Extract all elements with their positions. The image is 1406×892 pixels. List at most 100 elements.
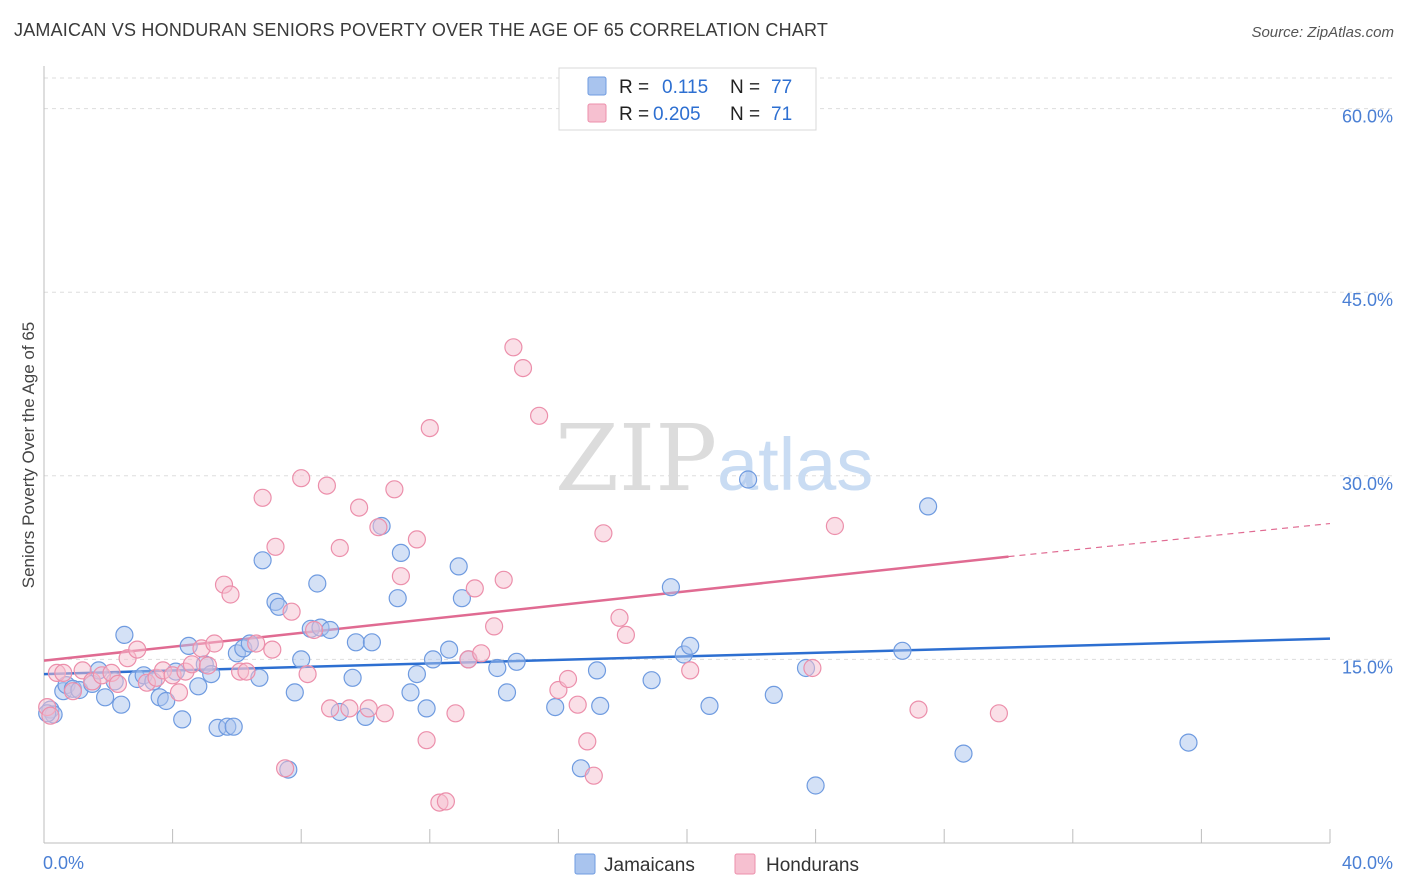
- legend-n-value-hondurans: 71: [771, 104, 792, 125]
- x-tick-label-min: 0.0%: [43, 853, 84, 873]
- point-hondurans: [568, 695, 587, 714]
- point-jamaicans: [642, 671, 661, 690]
- point-jamaicans: [806, 776, 825, 795]
- point-jamaicans: [591, 696, 610, 716]
- point-jamaicans: [346, 633, 365, 652]
- point-jamaicans: [440, 640, 459, 659]
- source-label: Source: ZipAtlas.com: [1251, 24, 1394, 41]
- legend-r-label-hondurans: R =: [619, 104, 649, 125]
- point-hondurans: [340, 699, 359, 718]
- point-jamaicans: [173, 710, 192, 729]
- point-hondurans: [247, 634, 266, 653]
- y-tick-label: 45.0%: [1342, 290, 1393, 310]
- point-hondurans: [330, 538, 349, 558]
- point-jamaicans: [407, 664, 426, 684]
- point-hondurans: [494, 570, 513, 589]
- point-hondurans: [485, 617, 504, 636]
- point-hondurans: [350, 498, 369, 517]
- point-jamaicans: [388, 589, 407, 608]
- point-jamaicans: [157, 691, 176, 711]
- point-hondurans: [237, 662, 256, 681]
- point-hondurans: [578, 732, 597, 751]
- point-hondurans: [417, 731, 436, 750]
- point-jamaicans: [587, 661, 607, 680]
- point-hondurans: [504, 338, 523, 357]
- point-jamaicans: [362, 633, 381, 652]
- point-jamaicans: [507, 652, 526, 671]
- point-jamaicans: [661, 578, 681, 597]
- point-jamaicans: [321, 620, 340, 640]
- bottom-legend: Jamaicans Hondurans: [574, 853, 859, 876]
- point-jamaicans: [253, 551, 272, 570]
- watermark-atlas: atlas: [717, 423, 873, 506]
- point-hondurans: [282, 602, 301, 621]
- point-hondurans: [266, 537, 285, 556]
- point-jamaicans: [112, 695, 131, 714]
- point-hondurans: [407, 530, 426, 549]
- y-tick-label: 60.0%: [1342, 107, 1393, 127]
- point-jamaicans: [189, 677, 208, 696]
- point-jamaicans: [417, 699, 436, 718]
- point-jamaicans: [954, 744, 973, 763]
- point-jamaicans: [497, 683, 517, 702]
- legend-n-label-jamaicans: N =: [730, 77, 760, 98]
- point-hondurans: [263, 640, 282, 659]
- point-hondurans: [909, 700, 928, 719]
- point-hondurans: [108, 674, 128, 694]
- point-jamaicans: [700, 696, 719, 716]
- point-jamaicans: [95, 688, 115, 707]
- point-jamaicans: [343, 668, 362, 687]
- bottom-legend-swatch-jamaicans: [574, 853, 596, 875]
- point-hondurans: [317, 476, 336, 495]
- point-hondurans: [54, 663, 73, 683]
- data-points: [38, 338, 1198, 812]
- point-jamaicans: [546, 697, 565, 717]
- point-hondurans: [513, 359, 533, 378]
- legend-r-value-jamaicans: 0.115: [662, 77, 708, 98]
- bottom-legend-label-hondurans: Hondurans: [766, 855, 859, 876]
- point-hondurans: [321, 699, 340, 718]
- legend-swatch-jamaicans: [587, 76, 607, 96]
- point-hondurans: [169, 683, 189, 702]
- legend-swatch-hondurans: [587, 103, 607, 123]
- point-jamaicans: [423, 650, 443, 669]
- legend-r-label-jamaicans: R =: [619, 77, 649, 98]
- point-hondurans: [276, 759, 295, 778]
- point-hondurans: [198, 656, 218, 675]
- point-hondurans: [989, 704, 1009, 723]
- y-axis-label: Seniors Poverty Over the Age of 65: [19, 322, 38, 588]
- legend: R = 0.115 N = 77 R = 0.205 N = 71: [558, 67, 817, 131]
- point-jamaicans: [452, 589, 471, 608]
- point-hondurans: [825, 516, 845, 536]
- point-hondurans: [221, 585, 240, 604]
- point-jamaicans: [488, 658, 507, 678]
- axes: 0.0% 40.0%: [43, 66, 1393, 873]
- point-jamaicans: [764, 685, 783, 705]
- point-hondurans: [465, 579, 484, 598]
- y-tick-label: 15.0%: [1342, 657, 1393, 677]
- point-hondurans: [610, 608, 629, 627]
- point-jamaicans: [918, 497, 938, 516]
- point-hondurans: [182, 655, 201, 674]
- legend-r-value-hondurans: 0.205: [653, 104, 701, 125]
- point-hondurans: [375, 704, 394, 723]
- point-hondurans: [446, 704, 465, 723]
- point-jamaicans: [224, 717, 243, 736]
- point-hondurans: [594, 524, 613, 543]
- point-jamaicans: [449, 557, 468, 576]
- point-hondurans: [803, 658, 822, 678]
- point-hondurans: [253, 488, 272, 507]
- watermark-zip: ZIP: [555, 405, 717, 512]
- x-tick-label-max: 40.0%: [1342, 853, 1393, 873]
- point-hondurans: [298, 664, 317, 684]
- point-jamaicans: [681, 636, 700, 656]
- point-jamaicans: [115, 625, 134, 645]
- point-jamaicans: [893, 641, 912, 660]
- bottom-legend-swatch-hondurans: [734, 853, 756, 875]
- point-hondurans: [420, 419, 439, 438]
- point-jamaicans: [1179, 733, 1198, 752]
- point-hondurans: [369, 518, 388, 537]
- point-hondurans: [558, 669, 578, 689]
- point-hondurans: [41, 706, 60, 725]
